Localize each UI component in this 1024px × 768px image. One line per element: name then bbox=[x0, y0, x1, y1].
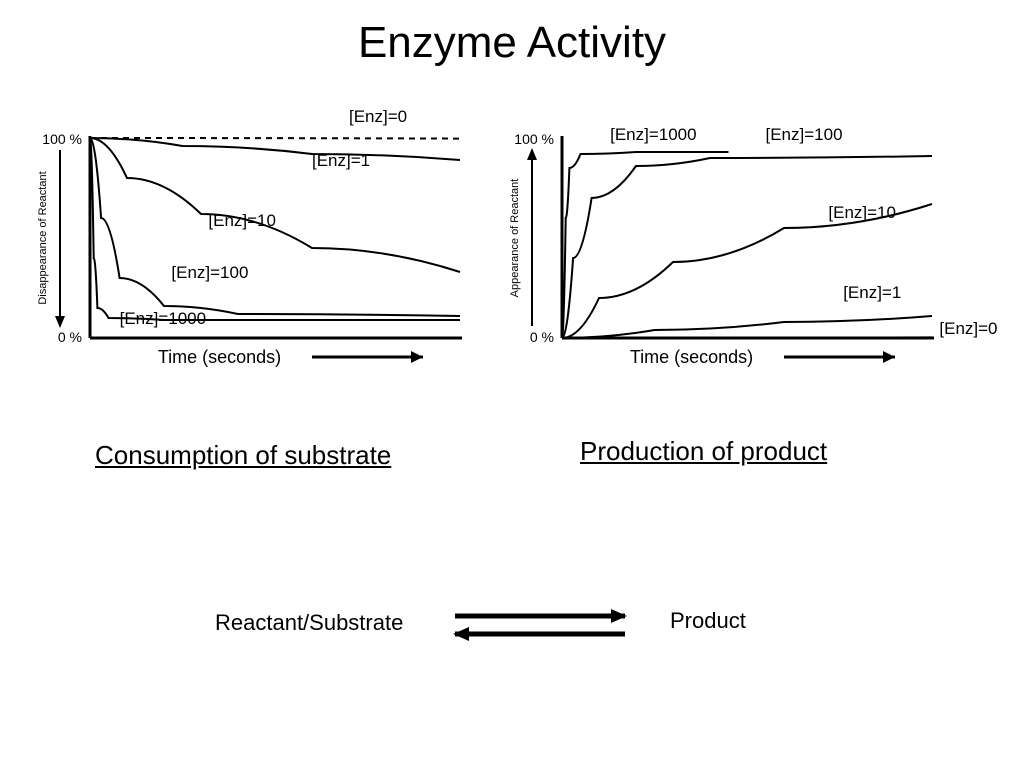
svg-text:[Enz]=0: [Enz]=0 bbox=[939, 319, 997, 338]
svg-text:0 %: 0 % bbox=[530, 329, 554, 345]
consumption-subtitle: Consumption of substrate bbox=[95, 440, 391, 471]
production-chart: 100 % 0 % Time (seconds) Appearance of Reac… bbox=[502, 108, 1022, 398]
svg-text:[Enz]=0: [Enz]=0 bbox=[349, 108, 407, 126]
svg-text:[Enz]=100: [Enz]=100 bbox=[766, 125, 843, 144]
svg-text:100 %: 100 % bbox=[514, 131, 554, 147]
svg-text:[Enz]=1000: [Enz]=1000 bbox=[610, 125, 697, 144]
svg-text:[Enz]=10: [Enz]=10 bbox=[828, 203, 896, 222]
svg-text:[Enz]=1: [Enz]=1 bbox=[312, 151, 370, 170]
svg-text:[Enz]=100: [Enz]=100 bbox=[171, 263, 248, 282]
svg-text:Appearance of Reactant: Appearance of Reactant bbox=[509, 179, 521, 298]
production-subtitle: Production of product bbox=[580, 436, 827, 467]
svg-text:[Enz]=1: [Enz]=1 bbox=[843, 283, 901, 302]
svg-text:[Enz]=10: [Enz]=10 bbox=[208, 211, 276, 230]
equilibrium-arrows bbox=[445, 608, 655, 656]
equilibrium-right-label: Product bbox=[670, 608, 746, 634]
svg-text:100 %: 100 % bbox=[42, 131, 82, 147]
equilibrium-left-label: Reactant/Substrate bbox=[215, 610, 403, 636]
page-title: Enzyme Activity bbox=[0, 18, 1024, 68]
consumption-chart: 100 % 0 % Time (seconds) Disappearance of R… bbox=[10, 108, 500, 398]
svg-text:0 %: 0 % bbox=[58, 329, 82, 345]
svg-text:Time (seconds): Time (seconds) bbox=[630, 347, 753, 367]
svg-text:Disappearance of Reactant: Disappearance of Reactant bbox=[37, 171, 49, 304]
svg-text:Time (seconds): Time (seconds) bbox=[158, 347, 281, 367]
svg-text:[Enz]=1000: [Enz]=1000 bbox=[120, 309, 207, 328]
